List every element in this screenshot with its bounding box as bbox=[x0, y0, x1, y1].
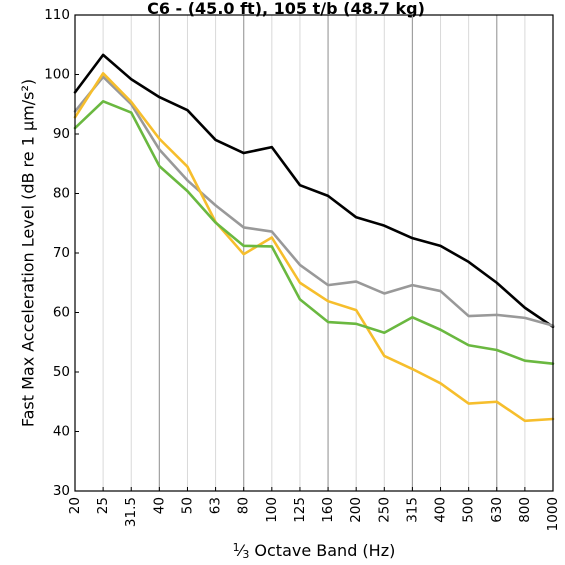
x-tick-label: 160 bbox=[320, 497, 336, 523]
grid-lines bbox=[102, 15, 526, 491]
x-tick-label: 1000 bbox=[545, 497, 561, 531]
x-tick-label: 400 bbox=[433, 497, 449, 523]
x-tick-label: 630 bbox=[489, 497, 505, 523]
x-tick-label: 25 bbox=[95, 497, 111, 514]
x-tick-label: 500 bbox=[461, 497, 477, 523]
y-tick-label: 40 bbox=[53, 424, 70, 440]
y-tick-label: 100 bbox=[44, 67, 70, 83]
x-tick-label: 50 bbox=[179, 497, 195, 514]
y-tick-label: 90 bbox=[53, 126, 70, 142]
x-tick-label: 200 bbox=[348, 497, 364, 523]
x-tick-label: 80 bbox=[236, 497, 252, 514]
y-tick-label: 110 bbox=[44, 7, 70, 23]
series-line-1 bbox=[73, 53, 555, 329]
data-series bbox=[73, 53, 555, 423]
series-line-4 bbox=[73, 99, 555, 365]
y-tick-label: 70 bbox=[53, 245, 70, 261]
x-tick-label: 40 bbox=[151, 497, 167, 514]
plot-frame bbox=[74, 14, 554, 492]
y-axis-title: Fast Max Acceleration Level (dB re 1 µm/… bbox=[19, 79, 38, 427]
x-tick-label: 63 bbox=[208, 497, 224, 514]
x-tick-label: 20 bbox=[67, 497, 83, 514]
chart-title: C6 - (45.0 ft), 105 t/b (48.7 kg) bbox=[147, 0, 425, 18]
x-tick-label: 250 bbox=[376, 497, 392, 523]
x-tick-label: 100 bbox=[264, 497, 280, 523]
y-tick-label: 80 bbox=[53, 186, 70, 202]
x-axis-ticks: 20 25 31.5 40 50 63 80 100 125 160 200 250 315 400 500… bbox=[67, 487, 561, 531]
x-axis-title: 1⁄3 Octave Band (Hz) bbox=[233, 541, 396, 561]
y-tick-label: 60 bbox=[53, 305, 70, 321]
x-tick-label: 125 bbox=[292, 497, 308, 523]
y-tick-label: 50 bbox=[53, 364, 70, 380]
x-tick-label: 31.5 bbox=[123, 497, 139, 527]
x-tick-label: 800 bbox=[517, 497, 533, 523]
y-tick-label: 30 bbox=[53, 483, 70, 499]
y-axis-ticks: 30 40 50 60 70 80 90 100 110 bbox=[44, 7, 79, 499]
x-tick-label: 315 bbox=[404, 497, 420, 523]
series-line-2 bbox=[73, 75, 555, 327]
series-line-3 bbox=[73, 72, 555, 423]
